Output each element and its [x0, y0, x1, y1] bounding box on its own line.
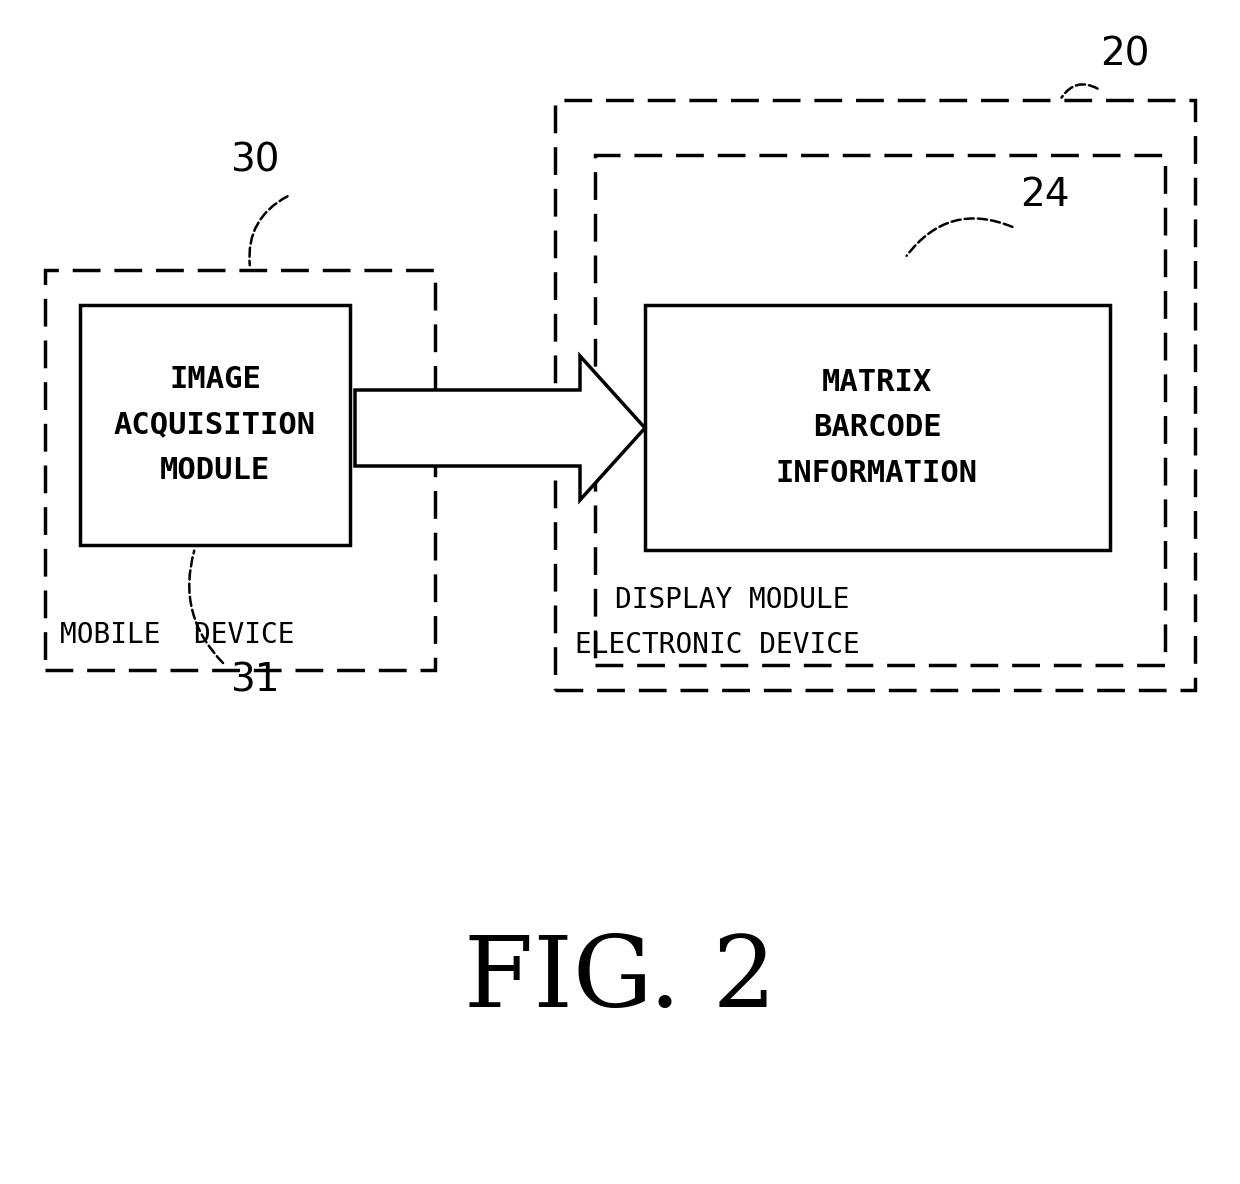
Polygon shape — [355, 356, 645, 500]
Bar — [45, 270, 435, 670]
Text: IMAGE
ACQUISITION
MODULE: IMAGE ACQUISITION MODULE — [114, 366, 316, 484]
Text: ELECTRONIC DEVICE: ELECTRONIC DEVICE — [575, 631, 859, 659]
Bar — [595, 155, 1166, 665]
Bar — [556, 99, 1195, 690]
Text: 24: 24 — [1021, 176, 1069, 214]
Text: 31: 31 — [229, 661, 280, 699]
Bar — [81, 305, 350, 545]
Text: DISPLAY MODULE: DISPLAY MODULE — [615, 586, 849, 614]
Text: 20: 20 — [1100, 36, 1149, 73]
Text: 30: 30 — [229, 141, 279, 179]
Text: MATRIX
BARCODE
INFORMATION: MATRIX BARCODE INFORMATION — [776, 368, 978, 488]
Bar — [645, 305, 1110, 551]
Text: MOBILE  DEVICE: MOBILE DEVICE — [60, 620, 295, 649]
Text: FIG. 2: FIG. 2 — [464, 932, 776, 1028]
